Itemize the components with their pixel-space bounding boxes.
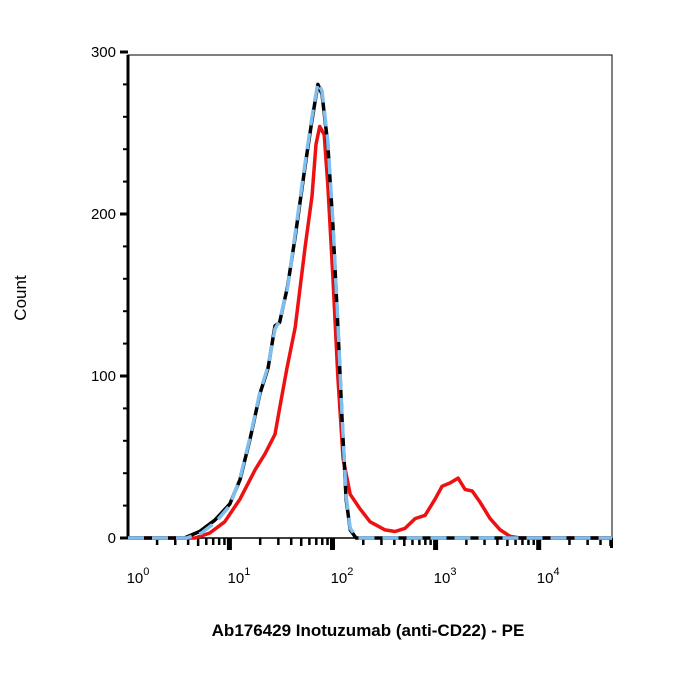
y-tick-label: 100 (91, 368, 116, 385)
x-minor-tick (403, 538, 406, 546)
x-tick-label: 101 (228, 566, 251, 587)
x-minor-tick (527, 538, 530, 545)
x-minor-tick (223, 538, 226, 545)
histogram-series-black (128, 82, 612, 540)
y-tick-label: 0 (108, 530, 116, 547)
x-minor-tick (424, 538, 427, 545)
x-minor-tick (521, 538, 524, 545)
x-major-tick (536, 538, 542, 550)
x-major-tick (330, 538, 336, 550)
y-axis-label: Count (11, 275, 30, 321)
x-minor-tick (326, 538, 329, 545)
x-minor-tick (599, 538, 602, 545)
x-minor-tick (211, 538, 215, 545)
x-major-tick (433, 538, 439, 550)
x-minor-tick (465, 538, 468, 545)
histogram-series-blue-dashed (128, 81, 612, 540)
x-minor-tick (315, 538, 318, 545)
x-minor-tick (321, 538, 324, 545)
x-minor-tick (393, 538, 396, 545)
x-tick-label: 103 (434, 566, 457, 587)
x-minor-tick (174, 538, 177, 545)
x-minor-tick (205, 538, 208, 545)
plot-frame (127, 54, 613, 539)
x-minor-tick (586, 538, 589, 545)
x-tick-label: 104 (537, 566, 560, 587)
x-minor-tick (299, 538, 303, 546)
x-minor-tick (429, 538, 432, 545)
y-tick-label: 300 (91, 44, 116, 61)
x-minor-tick (277, 538, 280, 545)
x-minor-tick (568, 538, 571, 545)
x-minor-tick (217, 538, 221, 545)
x-minor-tick (532, 538, 535, 545)
y-tick-label: 200 (91, 206, 116, 223)
x-end-tick (610, 538, 613, 548)
x-minor-tick (483, 538, 486, 545)
x-minor-tick (380, 538, 383, 545)
x-minor-tick (308, 538, 311, 545)
x-axis-label: Ab176429 Inotuzumab (anti-CD22) - PE (212, 621, 525, 640)
x-minor-tick (411, 538, 414, 545)
x-minor-tick (418, 538, 421, 545)
x-tick-label: 102 (331, 566, 354, 587)
x-tick-label: 100 (127, 566, 150, 587)
histogram-series-red (128, 124, 612, 540)
x-minor-tick (258, 538, 262, 545)
x-major-tick (226, 538, 232, 550)
x-minor-tick (362, 538, 365, 545)
x-minor-tick (514, 538, 517, 545)
x-minor-tick (506, 538, 509, 546)
x-minor-tick (155, 538, 159, 545)
x-minor-tick (196, 538, 200, 546)
x-minor-tick (186, 538, 190, 545)
x-minor-tick (289, 538, 293, 545)
x-minor-tick (496, 538, 499, 545)
